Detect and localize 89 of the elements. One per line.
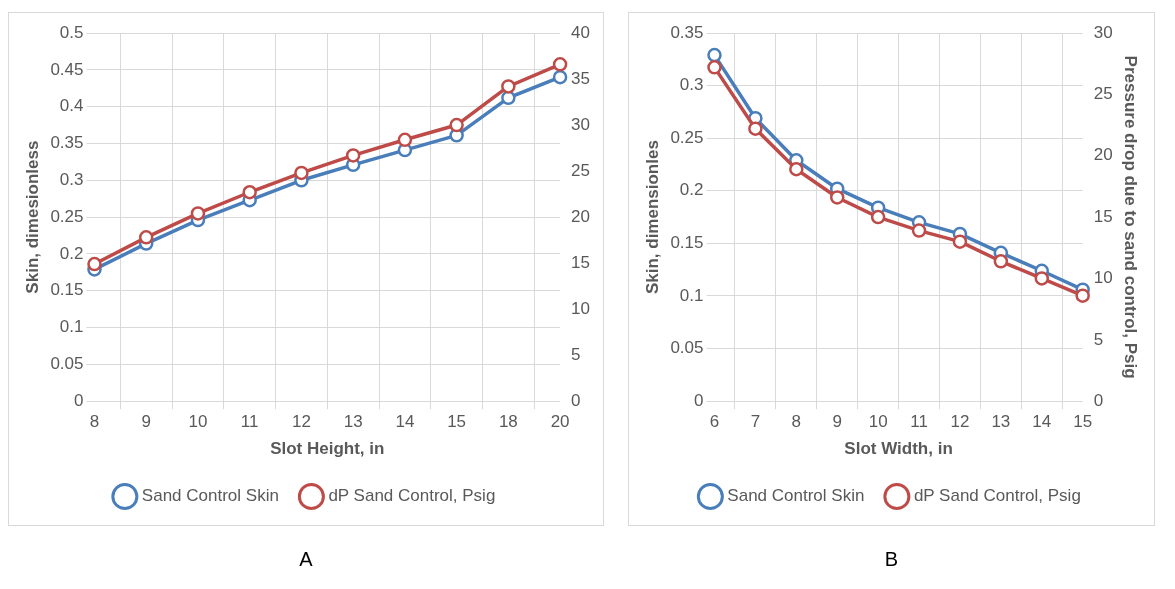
y2-tick-label: 10 [1093, 268, 1113, 288]
y-tick-label: 0.05 [50, 354, 84, 374]
x-tick-label: 8 [791, 412, 802, 432]
point [870, 209, 886, 225]
y-tick-label: 0.2 [679, 180, 704, 200]
point [829, 190, 845, 205]
y-axis-title: Skin, dimesionless [22, 140, 42, 294]
x-tick-label: 11 [240, 412, 259, 432]
y-tick-label: 0.3 [59, 169, 84, 189]
y2-tick-label: 30 [1093, 22, 1113, 42]
y-tick-label: 0.25 [50, 206, 84, 226]
point [552, 69, 568, 85]
legend-label: dP Sand Control, Psig [913, 486, 1081, 506]
point [911, 223, 927, 238]
point [707, 47, 722, 63]
x-tick-label: 13 [343, 412, 363, 432]
x-tick-label: 12 [291, 412, 311, 432]
y2-tick-label: 15 [1093, 206, 1113, 226]
x-tick-label: 7 [750, 412, 761, 432]
y2-tick-label: 5 [1093, 329, 1104, 349]
point [707, 60, 722, 75]
y-tick-label: 0.1 [679, 285, 704, 305]
point [501, 90, 516, 106]
y2-tick-label: 0 [571, 390, 581, 410]
y-tick-label: 0 [694, 390, 704, 410]
y2-tick-label: 20 [1093, 145, 1113, 165]
y-tick-label: 0.45 [50, 59, 84, 79]
x-tick-label: 8 [89, 412, 100, 432]
x-axis-title: Slot Width, in [844, 439, 953, 459]
x-tick-label: 15 [447, 412, 467, 432]
point [1075, 288, 1090, 303]
y2-tick-label: 10 [571, 298, 591, 318]
x-tick-label: 12 [950, 412, 970, 432]
x-tick-label: 14 [395, 412, 415, 432]
y2-tick-label: 20 [571, 206, 591, 226]
x-axis-title: Slot Height, in [270, 439, 385, 459]
y-tick-label: 0.5 [59, 22, 84, 42]
y-tick-label: 0.4 [59, 96, 84, 116]
point [294, 165, 309, 181]
point [552, 57, 568, 72]
y2-tick-label: 25 [571, 160, 591, 180]
y2-tick-label: 35 [571, 68, 591, 88]
y2-tick-label: 15 [571, 252, 591, 272]
text: B [883, 548, 900, 571]
x-tick-label: 14 [1032, 412, 1052, 432]
point [345, 148, 361, 163]
y-tick-label: 0 [74, 390, 84, 410]
y2-tick-label: 0 [1093, 390, 1104, 410]
y2-tick-label: 5 [571, 344, 581, 364]
x-tick-label: 10 [188, 412, 208, 432]
y-tick-label: 0.3 [679, 75, 704, 95]
y2-tick-label: 25 [1093, 84, 1113, 104]
y2-axis-title: Pressure drop due to sand control, Psig [1121, 55, 1141, 379]
y-tick-label: 0.25 [670, 127, 704, 147]
y-tick-label: 0.15 [670, 233, 704, 253]
point [952, 234, 968, 249]
x-tick-label: 9 [141, 412, 151, 432]
y-tick-label: 0.15 [50, 280, 84, 300]
point [1034, 271, 1050, 286]
legend-label: dP Sand Control, Psig [328, 486, 496, 506]
point [397, 132, 413, 148]
point [748, 121, 763, 136]
point [449, 117, 464, 133]
point [501, 79, 516, 94]
x-tick-label: 10 [868, 412, 888, 432]
point [993, 254, 1009, 269]
y-tick-label: 0.35 [670, 22, 704, 42]
legend-label: Sand Control Skin [141, 486, 279, 506]
point [87, 256, 102, 272]
x-tick-label: 20 [550, 412, 570, 432]
x-tick-label: 9 [832, 412, 842, 432]
x-tick-label: 18 [498, 412, 518, 432]
y-tick-label: 0.1 [59, 317, 84, 337]
point [789, 161, 804, 177]
point [190, 206, 206, 221]
x-tick-label: 13 [991, 412, 1011, 432]
y2-tick-label: 30 [571, 114, 591, 134]
y-axis-title: Skin, dimensionles [642, 140, 662, 295]
y-tick-label: 0.05 [670, 338, 704, 358]
point [138, 230, 154, 245]
x-tick-label: 15 [1073, 412, 1093, 432]
x-tick-label: 6 [709, 412, 720, 432]
legend-label: Sand Control Skin [727, 486, 865, 506]
y-tick-label: 0.2 [59, 243, 84, 263]
y2-tick-label: 40 [571, 22, 591, 42]
x-tick-label: 11 [910, 412, 928, 432]
y-tick-label: 0.35 [50, 133, 84, 153]
point [242, 185, 257, 200]
text: A [298, 548, 314, 571]
